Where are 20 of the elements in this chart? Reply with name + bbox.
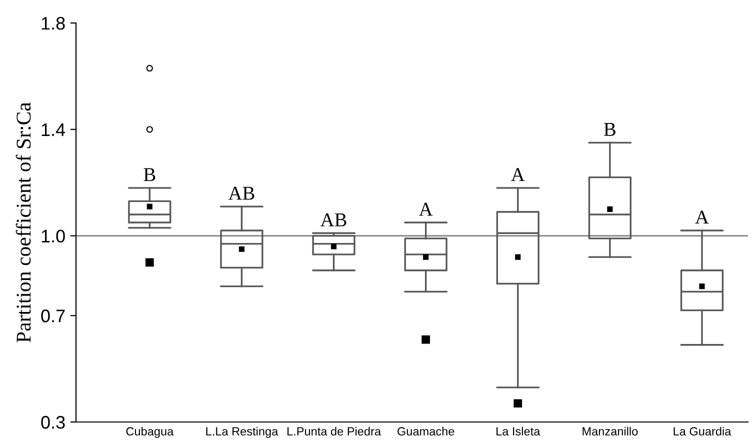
annotation: B [604,123,616,136]
y-tick-label: 0.7 [41,310,65,322]
y-tick-label: 1.4 [42,124,66,136]
x-tick-label: Cubagua [126,426,174,438]
annotation: A [695,210,709,224]
y-tick-label: 1.8 [42,16,65,30]
annotation: A [418,202,433,216]
x-tick-label: Manzanillo [582,426,638,436]
annotation: AB [228,186,254,200]
x-tick-label: Guamache [398,426,454,436]
annotation: A [511,168,525,181]
x-tick-label: L.La Restinga [206,426,278,438]
y-tick-label: 1.0 [42,230,65,243]
x-tick-label: L.Punta de Piedra [287,426,382,436]
y-axis-title: Partition coefficient of Sr:Ca [16,102,31,342]
x-tick-label: La Isleta [496,426,540,436]
x-tick-label: La Guardia [674,426,732,436]
annotation: AB [320,213,346,226]
annotation: B [144,168,156,182]
y-tick-label: 0.3 [41,416,65,429]
